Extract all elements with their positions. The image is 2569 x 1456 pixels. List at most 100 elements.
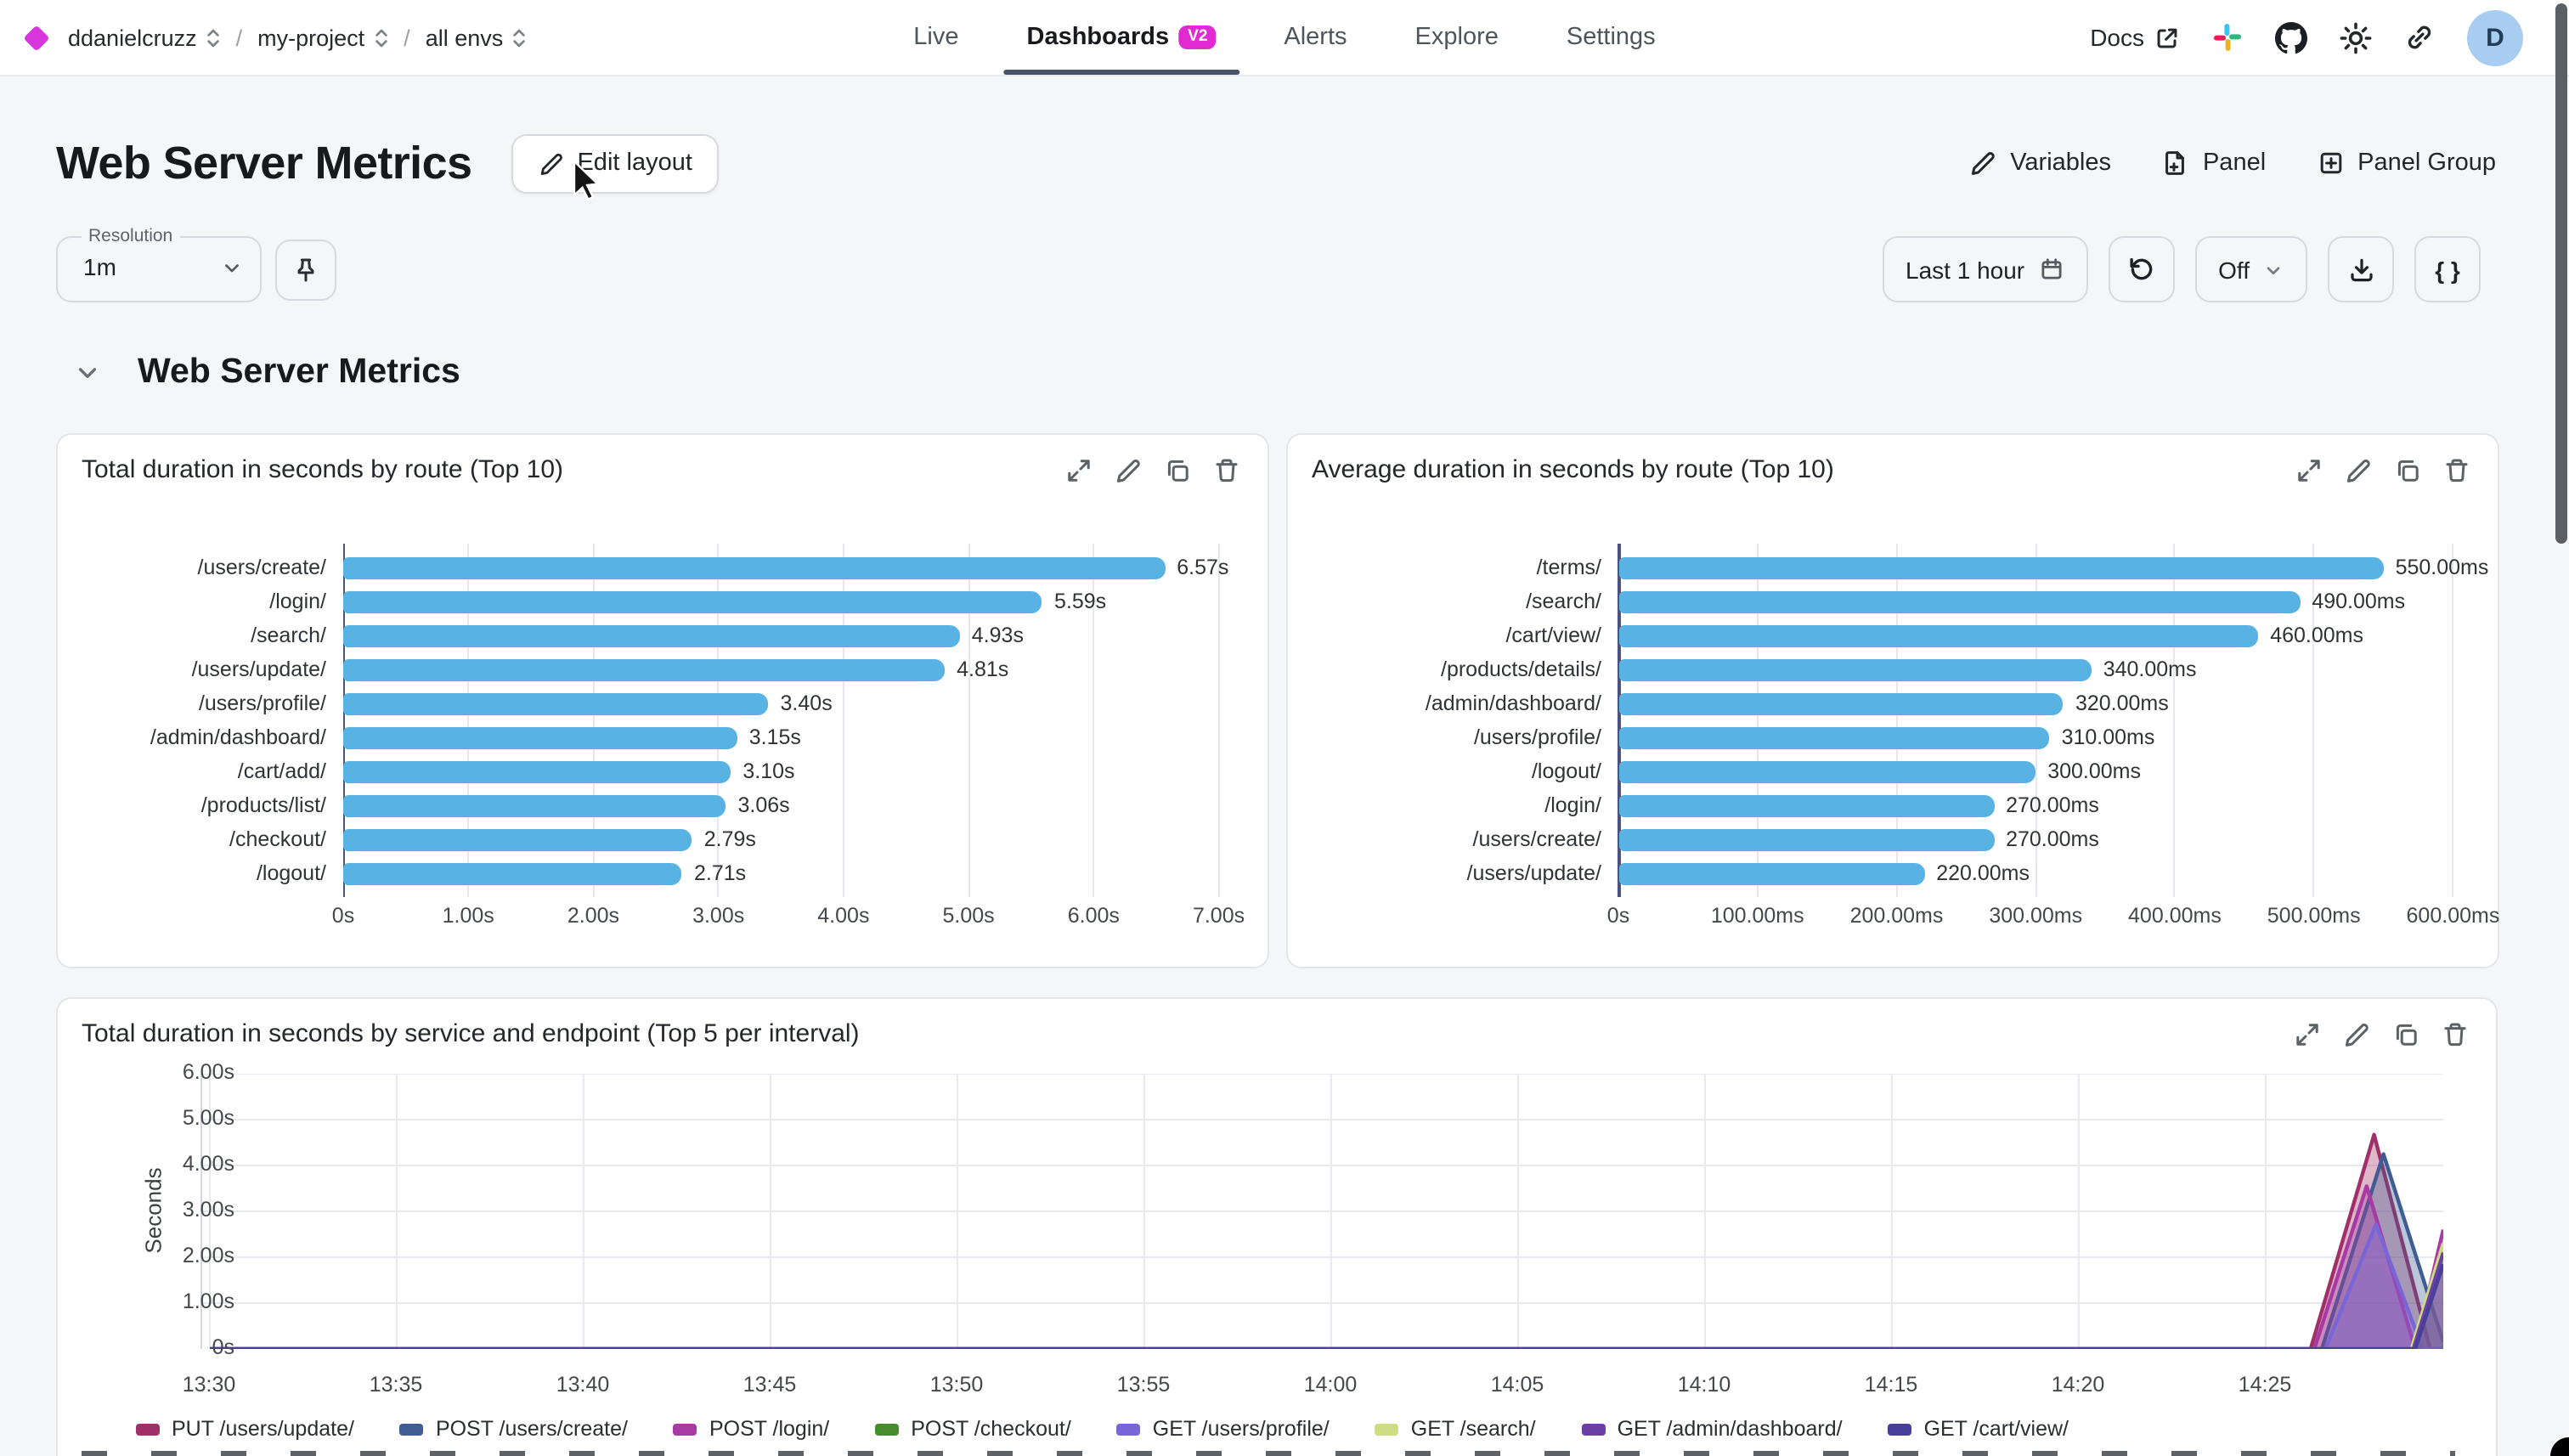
bar-value-label: 3.15s — [748, 725, 801, 748]
bar: 270.00ms — [1618, 827, 2099, 850]
x-tick-label: 14:15 — [1864, 1373, 1918, 1397]
theme-sun-icon[interactable] — [2340, 21, 2372, 54]
legend-item[interactable]: GET /admin/dashboard/ — [1581, 1417, 1843, 1441]
bar: 300.00ms — [1618, 759, 2141, 782]
bar-row: /login/270.00ms — [1312, 788, 2474, 822]
resolution-label: Resolution — [82, 226, 180, 246]
legend-item[interactable]: GET /search/ — [1375, 1417, 1536, 1441]
docs-link[interactable]: Docs — [2090, 24, 2180, 51]
legend-color-chip — [875, 1423, 900, 1435]
legend-label: POST /users/create/ — [435, 1417, 628, 1441]
tab-alerts[interactable]: Alerts — [1256, 0, 1374, 75]
bar-value-label: 270.00ms — [2006, 827, 2099, 850]
panel-group-header[interactable]: Web Server Metrics — [75, 352, 460, 392]
tab-dashboards[interactable]: Dashboards V2 — [1000, 0, 1244, 75]
expand-icon[interactable] — [1065, 456, 1093, 483]
floating-widget[interactable] — [2550, 1437, 2569, 1456]
tab-settings[interactable]: Settings — [1539, 0, 1683, 75]
duplicate-icon[interactable] — [2392, 1020, 2419, 1047]
duplicate-icon[interactable] — [2394, 456, 2421, 483]
auto-refresh-select[interactable]: Off — [2194, 236, 2307, 302]
code-json-button[interactable]: { } — [2414, 236, 2481, 302]
bar-value-label: 3.40s — [780, 691, 833, 714]
y-tick-label: 3.00s — [182, 1197, 234, 1221]
edit-pencil-icon[interactable] — [2345, 456, 2372, 483]
breadcrumb-project[interactable]: my-project — [257, 25, 388, 50]
bar-row: /logout/2.71s — [82, 856, 1244, 890]
time-range-picker[interactable]: Last 1 hour — [1882, 236, 2088, 302]
duplicate-icon[interactable] — [1164, 456, 1191, 483]
download-button[interactable] — [2328, 236, 2394, 302]
clipped-legend-row — [82, 1451, 2462, 1456]
page-scrollbar[interactable] — [2555, 3, 2567, 544]
legend-color-chip — [399, 1423, 424, 1435]
panel-title: Total duration in seconds by service and… — [82, 1019, 860, 1048]
legend-label: GET /search/ — [1410, 1417, 1536, 1441]
link-icon[interactable] — [2404, 22, 2435, 53]
edit-layout-button[interactable]: Edit layout — [511, 133, 720, 193]
bar-row: /search/4.93s — [82, 618, 1244, 652]
panel-head: Total duration in seconds by route (Top … — [58, 435, 1268, 484]
time-range-label: Last 1 hour — [1906, 256, 2025, 283]
legend-item[interactable]: POST /login/ — [673, 1417, 829, 1441]
y-tick-label: 6.00s — [182, 1059, 234, 1083]
edit-pencil-icon[interactable] — [2343, 1020, 2370, 1047]
add-panel-button[interactable]: Panel — [2162, 150, 2266, 177]
category-label: /login/ — [1544, 793, 1601, 817]
expand-icon[interactable] — [2295, 456, 2323, 483]
slack-icon[interactable] — [2212, 22, 2243, 53]
tab-label: Dashboards — [1026, 24, 1170, 51]
panel-head: Average duration in seconds by route (To… — [1288, 435, 2498, 484]
legend-item[interactable]: GET /cart/view/ — [1888, 1417, 2069, 1441]
resolution-select[interactable]: Resolution 1m — [56, 226, 262, 302]
category-label: /admin/dashboard/ — [150, 725, 326, 749]
collapse-chevron-icon[interactable] — [75, 359, 100, 385]
variables-button[interactable]: Variables — [1969, 150, 2111, 177]
bar-row: /admin/dashboard/3.15s — [82, 720, 1244, 754]
delete-trash-icon[interactable] — [2442, 1020, 2469, 1047]
dashboard-controls: Resolution 1m Last 1 hour — [56, 226, 2481, 302]
legend-item[interactable]: POST /checkout/ — [875, 1417, 1071, 1441]
category-label: /users/create/ — [1472, 827, 1601, 851]
pin-resolution-button[interactable] — [275, 240, 336, 301]
bar-value-label: 460.00ms — [2270, 623, 2363, 646]
bar-value-label: 550.00ms — [2395, 555, 2489, 578]
pencil-icon — [1969, 150, 1996, 177]
delete-trash-icon[interactable] — [1213, 456, 1240, 483]
bar: 490.00ms — [1618, 589, 2405, 612]
tab-explore[interactable]: Explore — [1388, 0, 1526, 75]
bar: 3.40s — [343, 691, 833, 714]
legend-item[interactable]: POST /users/create/ — [399, 1417, 628, 1441]
user-avatar[interactable]: D — [2467, 9, 2523, 65]
legend-item[interactable]: PUT /users/update/ — [136, 1417, 354, 1441]
panel-title: Average duration in seconds by route (To… — [1312, 455, 1834, 484]
github-icon[interactable] — [2275, 21, 2307, 54]
breadcrumb-environment[interactable]: all envs — [426, 25, 528, 50]
bar: 320.00ms — [1618, 691, 2169, 714]
x-tick-label: 14:05 — [1490, 1373, 1544, 1397]
bar-row: /login/5.59s — [82, 584, 1244, 618]
breadcrumb-org[interactable]: ddanielcruzz — [68, 25, 221, 50]
bar: 5.59s — [343, 589, 1106, 612]
tab-live[interactable]: Live — [886, 0, 985, 75]
bar-chart-average-duration: /terms/550.00ms/search/490.00ms/cart/vie… — [1288, 435, 2499, 967]
add-panel-group-button[interactable]: Panel Group — [2317, 150, 2496, 177]
bar-row: /products/details/340.00ms — [1312, 652, 2474, 686]
docs-label: Docs — [2090, 24, 2144, 51]
bar-row: /users/update/4.81s — [82, 652, 1244, 686]
y-tick-label: 1.00s — [182, 1289, 234, 1312]
bar-row: /search/490.00ms — [1312, 584, 2474, 618]
refresh-button[interactable] — [2108, 236, 2175, 302]
expand-icon[interactable] — [2294, 1020, 2321, 1047]
edit-pencil-icon[interactable] — [1115, 456, 1142, 483]
category-label: /terms/ — [1536, 556, 1601, 579]
legend-item[interactable]: GET /users/profile/ — [1116, 1417, 1330, 1441]
tab-label: Alerts — [1284, 24, 1347, 51]
legend-label: GET /users/profile/ — [1152, 1417, 1330, 1441]
download-icon — [2347, 256, 2374, 283]
delete-trash-icon[interactable] — [2443, 456, 2470, 483]
category-label: /cart/add/ — [237, 759, 326, 783]
bar: 340.00ms — [1618, 657, 2197, 680]
chevron-down-icon — [221, 257, 243, 287]
panel-actions — [2295, 456, 2470, 483]
